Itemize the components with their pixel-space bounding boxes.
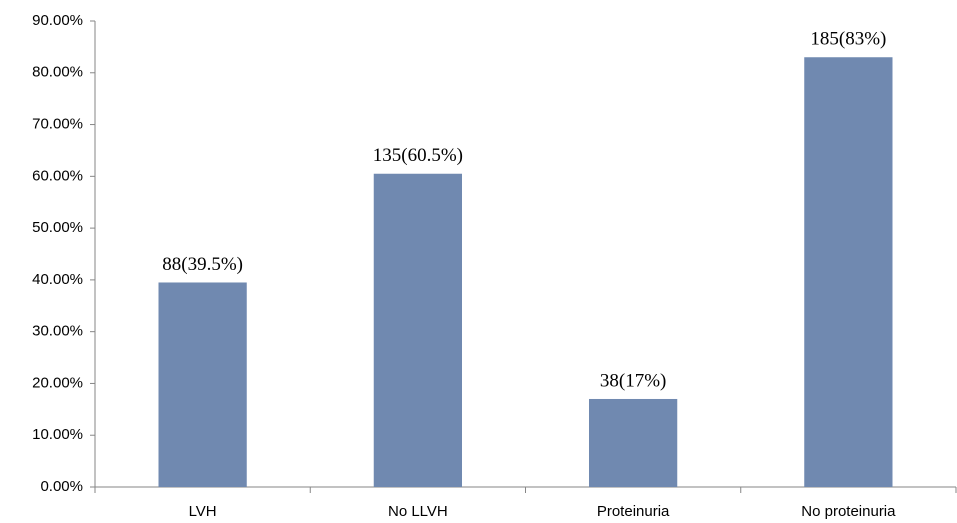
y-tick-label: 0.00% (40, 478, 83, 495)
y-tick-label: 30.00% (32, 323, 83, 340)
x-tick-label: No LLVH (388, 503, 448, 520)
value-label: 38(17%) (600, 370, 666, 391)
y-tick-label: 80.00% (32, 64, 83, 81)
y-tick-label: 20.00% (32, 374, 83, 391)
x-tick-label: Proteinuria (597, 503, 670, 520)
y-tick-label: 10.00% (32, 426, 83, 443)
x-tick-label: No proteinuria (801, 503, 896, 520)
y-tick-label: 60.00% (32, 167, 83, 184)
y-tick-label: 50.00% (32, 219, 83, 236)
bar (158, 282, 247, 487)
y-tick-label: 70.00% (32, 116, 83, 133)
bar (373, 173, 463, 487)
bar (804, 57, 893, 487)
value-label: 88(39.5%) (162, 254, 243, 275)
y-tick-label: 90.00% (32, 12, 83, 29)
bar (588, 398, 678, 487)
y-tick-label: 40.00% (32, 271, 83, 288)
value-label: 185(83%) (810, 29, 886, 50)
value-label: 135(60.5%) (373, 145, 463, 166)
x-tick-label: LVH (189, 503, 217, 520)
